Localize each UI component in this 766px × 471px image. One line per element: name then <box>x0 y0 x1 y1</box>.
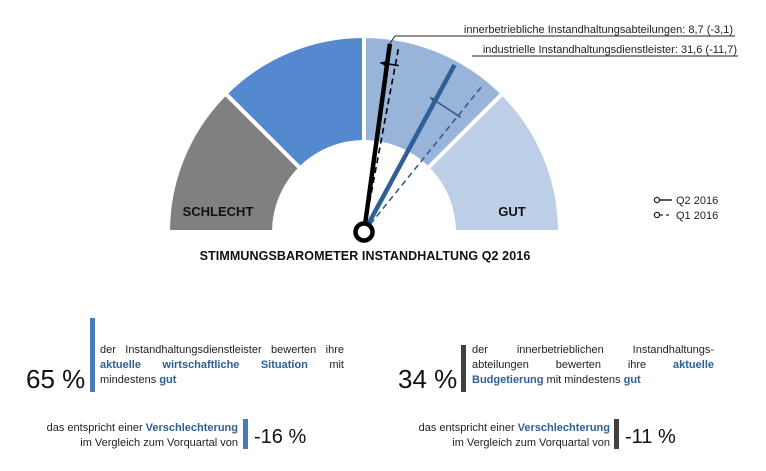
gauge-needles <box>353 43 485 243</box>
legend-label-q1: Q1 2016 <box>676 210 718 222</box>
stat-1-change: -16 % <box>254 426 307 448</box>
stat-2-text: der innerbetrieblichen Instandhaltungs-a… <box>472 344 714 386</box>
gauge-zone-1 <box>165 90 304 234</box>
stat-2-percent: 34 % <box>398 364 458 394</box>
legend: Q2 2016 Q1 2016 <box>653 195 718 222</box>
needle-q2-series-1 <box>361 43 393 233</box>
stat-2-change: -11 % <box>625 426 676 448</box>
change-arrowhead-series-2 <box>430 97 439 106</box>
annotation-innerbetriebliche: innerbetriebliche Instandhaltungsabteilu… <box>464 24 733 36</box>
chart-title: STIMMUNGSBAROMETER INSTANDHALTUNG Q2 201… <box>199 249 531 263</box>
gauge-zones <box>165 33 563 234</box>
gauge-zone-4 <box>424 90 563 234</box>
stat-2-comparison: das entspricht einer Verschlechterung im… <box>418 422 610 449</box>
stat-1-comparison-bar <box>243 419 248 449</box>
needle-q2-series-2 <box>362 63 457 234</box>
stat-1-percent: 65 % <box>26 364 86 394</box>
legend-label-q2: Q2 2016 <box>676 195 718 207</box>
gauge-zone-2 <box>222 33 366 172</box>
stat-1-text: der Instandhaltungsdienstleister bewerte… <box>100 344 344 386</box>
zone-label-gut: GUT <box>498 204 526 219</box>
stat-2-bar <box>461 345 466 392</box>
gauge-hub <box>353 221 375 243</box>
legend-item-q2: Q2 2016 <box>653 195 718 207</box>
legend-item-q1: Q1 2016 <box>653 210 718 222</box>
gauge-annotations: innerbetriebliche Instandhaltungsabteilu… <box>389 24 738 57</box>
stat-2-comparison-bar <box>614 419 619 449</box>
annotation-industrielle: industrielle Instandhaltungsdienstleiste… <box>483 44 737 56</box>
zone-label-schlecht: SCHLECHT <box>183 204 254 219</box>
needle-q1-series-2 <box>363 83 485 233</box>
leader-line-innerbetriebliche <box>389 35 735 45</box>
zone-labels: SCHLECHT GUT <box>183 204 526 219</box>
stat-1-bar <box>90 318 95 392</box>
gauge-chart: innerbetriebliche Instandhaltungsabteilu… <box>165 24 738 243</box>
stat-1-comparison: das entspricht einer Verschlechterung im… <box>46 422 238 449</box>
change-arrowhead-series-1 <box>380 60 389 68</box>
